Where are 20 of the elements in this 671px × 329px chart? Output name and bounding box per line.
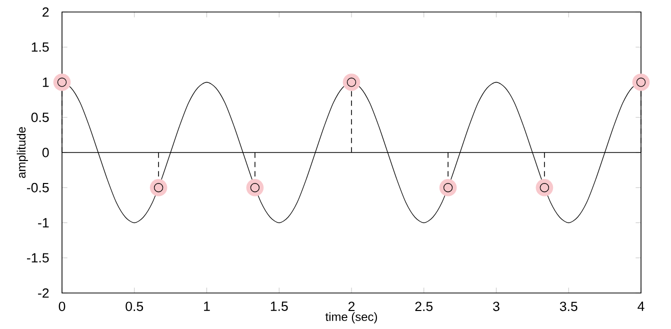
y-tick-label: 1 xyxy=(42,78,49,87)
x-tick-label: 2 xyxy=(348,302,355,311)
x-tick-label: 4 xyxy=(638,302,644,311)
y-tick-label: 0.5 xyxy=(31,112,49,122)
y-axis-title: amplitude xyxy=(16,127,28,178)
y-tick-label: -0.5 xyxy=(27,182,49,192)
y-tick-label: -1 xyxy=(38,218,49,228)
x-tick-label: 0 xyxy=(58,302,66,312)
x-axis-title: time (sec) xyxy=(325,312,377,324)
y-tick-label: -1.5 xyxy=(27,253,49,263)
y-tick-label: 2 xyxy=(42,7,49,17)
x-tick-label: 3.5 xyxy=(560,302,578,312)
y-tick-label: -2 xyxy=(38,288,49,298)
x-tick-label: 2.5 xyxy=(415,302,433,312)
x-tick-label: 3 xyxy=(493,302,500,312)
x-tick-label: 1.5 xyxy=(270,302,288,311)
x-tick-label: 0.5 xyxy=(126,302,144,312)
x-tick-label: 1 xyxy=(204,302,210,311)
y-tick-label: 0 xyxy=(42,148,49,158)
y-tick-label: 1.5 xyxy=(32,42,49,52)
